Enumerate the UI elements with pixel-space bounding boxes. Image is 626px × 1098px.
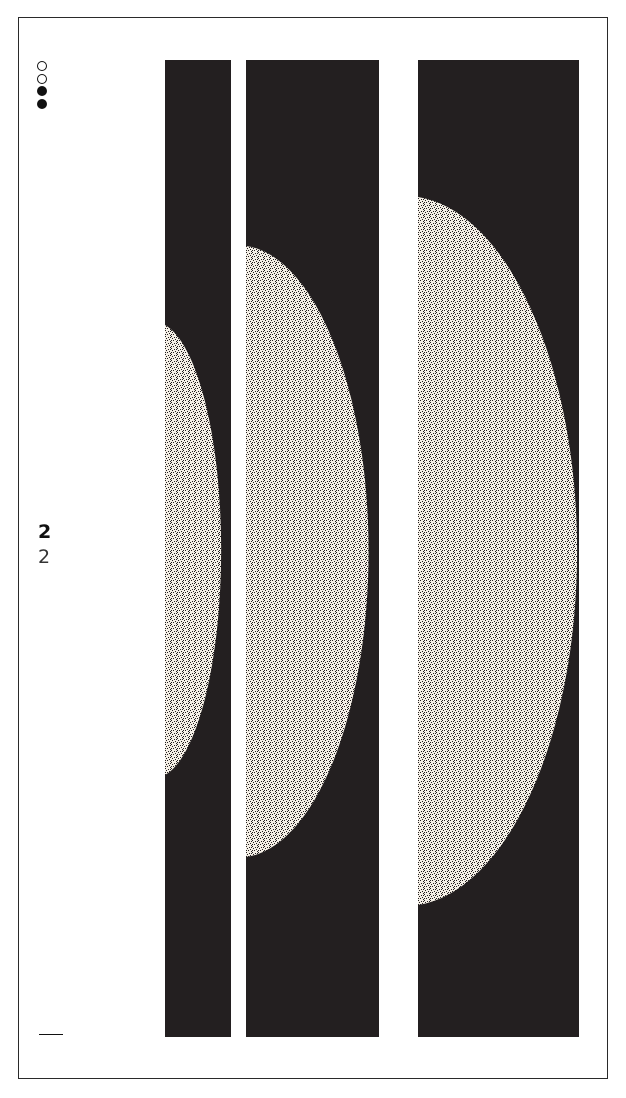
indicator-dot-2 [37,73,47,84]
halftone-arc-3 [418,197,578,905]
halftone-arc-1 [165,325,222,775]
indicator-dot-4 [37,99,47,110]
artwork-strip-3 [418,60,579,1037]
page-number-bold: 2 [38,521,52,543]
page-number-light: 2 [38,546,51,568]
progress-indicator [37,61,51,112]
halftone-arc-2 [246,246,369,857]
indicator-dot-1 [37,61,47,71]
footer-rule [39,1034,63,1035]
page-frame [18,17,608,1079]
indicator-dot-3 [37,86,47,97]
artwork-strip-2 [246,60,379,1037]
artwork-strip-1 [165,60,231,1037]
